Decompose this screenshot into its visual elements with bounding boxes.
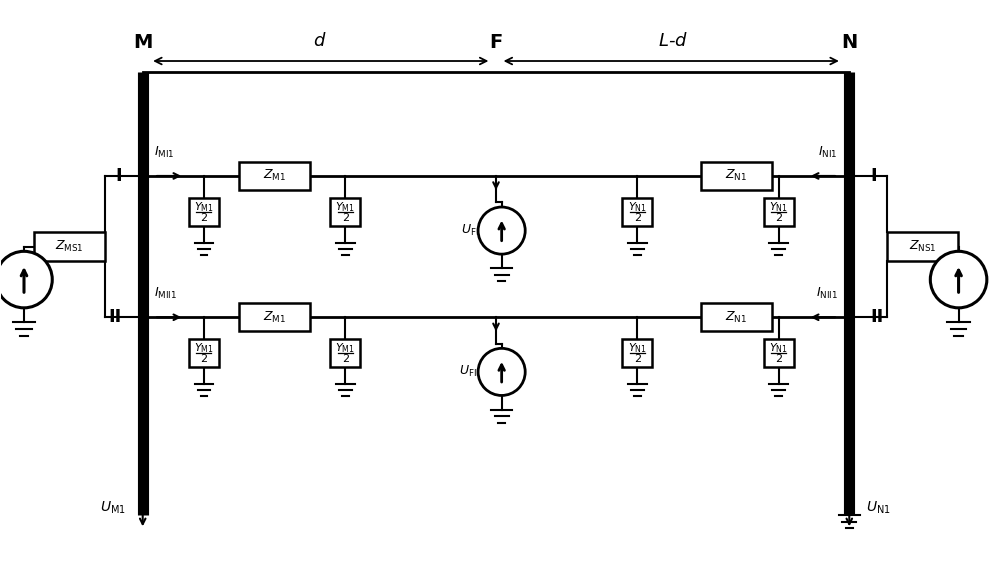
Bar xyxy=(188,339,219,367)
Text: $Z_{\rm MS1}$: $Z_{\rm MS1}$ xyxy=(55,239,83,254)
Bar xyxy=(239,303,310,331)
Bar xyxy=(239,162,310,190)
Text: $L$-$d$: $L$-$d$ xyxy=(658,32,687,50)
Text: M: M xyxy=(133,32,153,51)
Text: $I_{\rm NII1}$: $I_{\rm NII1}$ xyxy=(815,286,838,301)
Text: $Z_{\rm N1}$: $Z_{\rm N1}$ xyxy=(725,168,747,183)
Text: F: F xyxy=(489,32,503,51)
Text: 2: 2 xyxy=(775,354,783,364)
Text: I: I xyxy=(115,167,122,185)
Bar xyxy=(764,339,794,367)
Text: 2: 2 xyxy=(200,213,207,223)
Text: N: N xyxy=(841,32,857,51)
Text: II: II xyxy=(109,308,122,326)
Circle shape xyxy=(478,207,525,254)
Bar xyxy=(622,198,653,226)
Text: 2: 2 xyxy=(341,213,349,223)
Bar xyxy=(330,339,360,367)
Bar xyxy=(330,198,360,226)
Text: $U_{\rm FII1}$: $U_{\rm FII1}$ xyxy=(458,364,485,379)
Bar xyxy=(701,162,772,190)
Text: $Z_{\rm M1}$: $Z_{\rm M1}$ xyxy=(263,168,286,183)
Bar xyxy=(188,198,219,226)
Text: $Z_{\rm NS1}$: $Z_{\rm NS1}$ xyxy=(909,239,936,254)
Circle shape xyxy=(0,251,53,308)
Text: $Y_{\rm M1}$: $Y_{\rm M1}$ xyxy=(194,341,214,355)
Text: $Z_{\rm N1}$: $Z_{\rm N1}$ xyxy=(725,310,747,325)
Text: I: I xyxy=(870,167,877,185)
Text: $U_{\rm M1}$: $U_{\rm M1}$ xyxy=(100,500,126,516)
Text: $Y_{\rm N1}$: $Y_{\rm N1}$ xyxy=(628,200,647,213)
Text: $d$: $d$ xyxy=(312,32,326,50)
Bar xyxy=(764,198,794,226)
Text: $U_{\rm FI1}$: $U_{\rm FI1}$ xyxy=(461,223,485,238)
Text: 2: 2 xyxy=(634,354,641,364)
Text: $I_{\rm MII1}$: $I_{\rm MII1}$ xyxy=(154,286,178,301)
Text: $Y_{\rm N1}$: $Y_{\rm N1}$ xyxy=(769,341,788,355)
Text: $Y_{\rm M1}$: $Y_{\rm M1}$ xyxy=(194,200,214,213)
Text: 2: 2 xyxy=(775,213,783,223)
Text: $I_{\rm MI1}$: $I_{\rm MI1}$ xyxy=(154,145,175,160)
Bar xyxy=(34,232,104,261)
Bar xyxy=(622,339,653,367)
Circle shape xyxy=(930,251,987,308)
Text: II: II xyxy=(870,308,883,326)
Bar xyxy=(701,303,772,331)
Text: $Y_{\rm M1}$: $Y_{\rm M1}$ xyxy=(335,341,355,355)
Text: $Y_{\rm M1}$: $Y_{\rm M1}$ xyxy=(335,200,355,213)
Text: $I_{\rm NI1}$: $I_{\rm NI1}$ xyxy=(818,145,838,160)
Text: 2: 2 xyxy=(200,354,207,364)
Text: $U_{\rm N1}$: $U_{\rm N1}$ xyxy=(866,500,891,516)
Text: 2: 2 xyxy=(634,213,641,223)
Text: $Z_{\rm M1}$: $Z_{\rm M1}$ xyxy=(263,310,286,325)
Text: $Y_{\rm N1}$: $Y_{\rm N1}$ xyxy=(769,200,788,213)
Text: 2: 2 xyxy=(341,354,349,364)
Circle shape xyxy=(478,349,525,395)
Bar xyxy=(888,232,958,261)
Text: $Y_{\rm N1}$: $Y_{\rm N1}$ xyxy=(628,341,647,355)
